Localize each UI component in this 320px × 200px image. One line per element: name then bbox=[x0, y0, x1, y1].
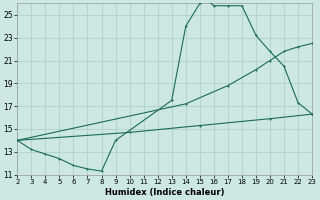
X-axis label: Humidex (Indice chaleur): Humidex (Indice chaleur) bbox=[105, 188, 224, 197]
